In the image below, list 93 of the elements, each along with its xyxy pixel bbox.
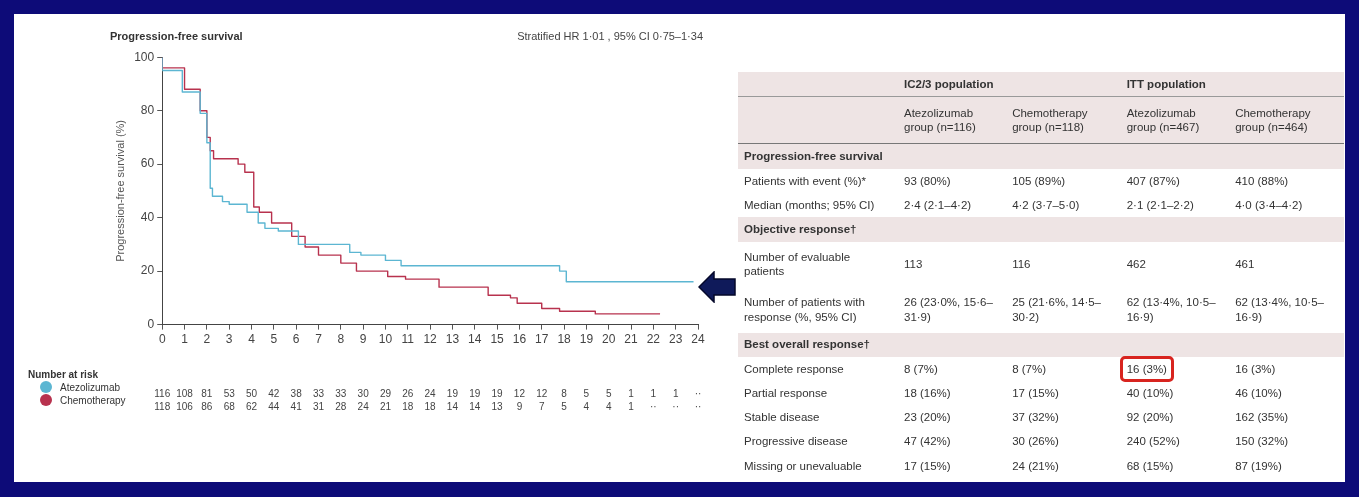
text: 62 (13·4%, 10·5–16·9) (1229, 287, 1344, 333)
text: 113 (898, 241, 1007, 288)
legend-label: Atezolizumab (60, 381, 121, 393)
x-tick-label: 1 (181, 332, 189, 347)
x-tick-label: 21 (624, 332, 639, 347)
y-tick-label: 100 (134, 49, 155, 64)
x-tick-label: 10 (378, 332, 393, 347)
text: 25 (21·6%, 14·5–30·2) (1006, 287, 1121, 333)
text: Number of patients with response (%, 95% CI) (738, 287, 898, 333)
x-tick-label: 11 (401, 332, 415, 347)
text: Patients with event (%)* (738, 168, 898, 194)
x-tick-label: 18 (557, 332, 572, 347)
x-tick-label: 5 (270, 332, 278, 347)
text: 23 (20%) (898, 405, 1007, 430)
text: Missing or unevaluable (738, 453, 898, 478)
text: 150 (32%) (1229, 429, 1344, 454)
text: Objective response† (743, 222, 858, 238)
text: 4·0 (3·4–4·2) (1229, 193, 1344, 218)
text: 24 (21%) (1006, 453, 1121, 478)
text: Atezolizumab group (n=116) (898, 96, 1007, 144)
text: 2·4 (2·1–4·2) (898, 193, 1007, 218)
text: 17 (15%) (1006, 381, 1121, 406)
text: 116 108 81 53 50 42 38 33 33 30 29 26 24 19 19 19 12 12 8 5 5 1 1 1 ·· (154, 388, 702, 400)
text: 30 (26%) (1006, 429, 1121, 454)
text: Stratified HR 1·01 , 95% CI 0·75–1·34 (517, 30, 703, 43)
x-tick-label: 15 (490, 332, 505, 347)
text: Best overall response† (743, 337, 871, 353)
text: 62 (13·4%, 10·5–16·9) (1120, 287, 1230, 333)
text: Median (months; 95% CI) (738, 193, 898, 218)
text: 92 (20%) (1120, 405, 1230, 430)
x-tick-label: 6 (292, 332, 300, 347)
y-tick-label: 60 (140, 156, 155, 171)
x-tick-label: 16 (512, 332, 527, 347)
legend-title: Number at risk (28, 368, 100, 380)
text: 162 (35%) (1229, 405, 1344, 430)
text: Complete response (738, 356, 898, 381)
x-tick-label: 13 (445, 332, 460, 347)
x-tick-label: 19 (579, 332, 594, 347)
text: 18 (16%) (898, 381, 1007, 406)
x-tick-label: 2 (203, 332, 211, 347)
text: Chemotherapy group (n=118) (1006, 96, 1121, 144)
text: Partial response (738, 381, 898, 406)
x-tick-label: 7 (315, 332, 323, 347)
text: IC2/3 population (898, 72, 1121, 97)
text: Stable disease (738, 405, 898, 430)
x-tick-label: 23 (669, 332, 683, 347)
x-tick-label: 0 (158, 332, 166, 347)
x-tick-label: 12 (423, 332, 438, 347)
y-tick-label: 80 (140, 102, 155, 117)
text: 118 106 86 68 62 44 41 31 28 24 21 18 18 14 14 13 9 7 5 4 4 1 ·· ·· ·· (154, 401, 702, 413)
text: 87 (19%) (1229, 453, 1344, 478)
text: 4·2 (3·7–5·0) (1006, 193, 1121, 218)
x-tick-label: 20 (602, 332, 616, 347)
y-tick-label: 20 (140, 263, 155, 278)
text: 46 (10%) (1229, 381, 1344, 406)
text: 16 (3%) (1229, 356, 1344, 381)
x-tick-label: 9 (359, 332, 367, 347)
y-tick-label: 40 (140, 209, 155, 224)
text: 2·1 (2·1–2·2) (1120, 193, 1230, 218)
text: 462 (1120, 241, 1230, 288)
x-tick-label: 14 (468, 332, 482, 347)
text: 8 (7%) (898, 356, 1007, 381)
text: Chemotherapy group (n=464) (1229, 96, 1344, 144)
chart-title: Progression-free survival (110, 29, 243, 42)
text: Progression-free survival (743, 149, 884, 165)
text: Number of evaluable patients (738, 241, 898, 288)
x-tick-label: 4 (248, 332, 256, 347)
x-tick-label: 24 (691, 332, 705, 347)
text: 240 (52%) (1120, 429, 1230, 454)
text: 8 (7%) (1006, 356, 1121, 381)
text: 93 (80%) (898, 168, 1007, 194)
text: 47 (42%) (898, 429, 1007, 454)
x-tick-label: 3 (225, 332, 233, 347)
x-tick-label: 8 (337, 332, 345, 347)
text: 105 (89%) (1006, 168, 1121, 194)
text: 26 (23·0%, 15·6–31·9) (898, 287, 1007, 333)
text: 37 (32%) (1006, 405, 1121, 430)
text: Atezolizumab group (n=467) (1120, 96, 1230, 144)
y-tick-label: 0 (147, 316, 155, 331)
x-tick-label: 22 (646, 332, 661, 347)
text: 16 (3%) (1126, 361, 1167, 377)
text: 68 (15%) (1120, 453, 1230, 478)
text: Progressive disease (738, 429, 898, 454)
legend-label: Chemotherapy (60, 394, 126, 406)
text: 410 (88%) (1229, 168, 1344, 194)
text: 461 (1229, 241, 1344, 288)
text: ITT population (1120, 72, 1344, 97)
text: 116 (1006, 241, 1121, 288)
y-axis-title: Progression-free survival (%) (113, 119, 126, 262)
text: 17 (15%) (898, 453, 1007, 478)
text: 40 (10%) (1120, 381, 1230, 406)
text: 407 (87%) (1120, 168, 1230, 194)
x-tick-label: 17 (535, 332, 549, 347)
